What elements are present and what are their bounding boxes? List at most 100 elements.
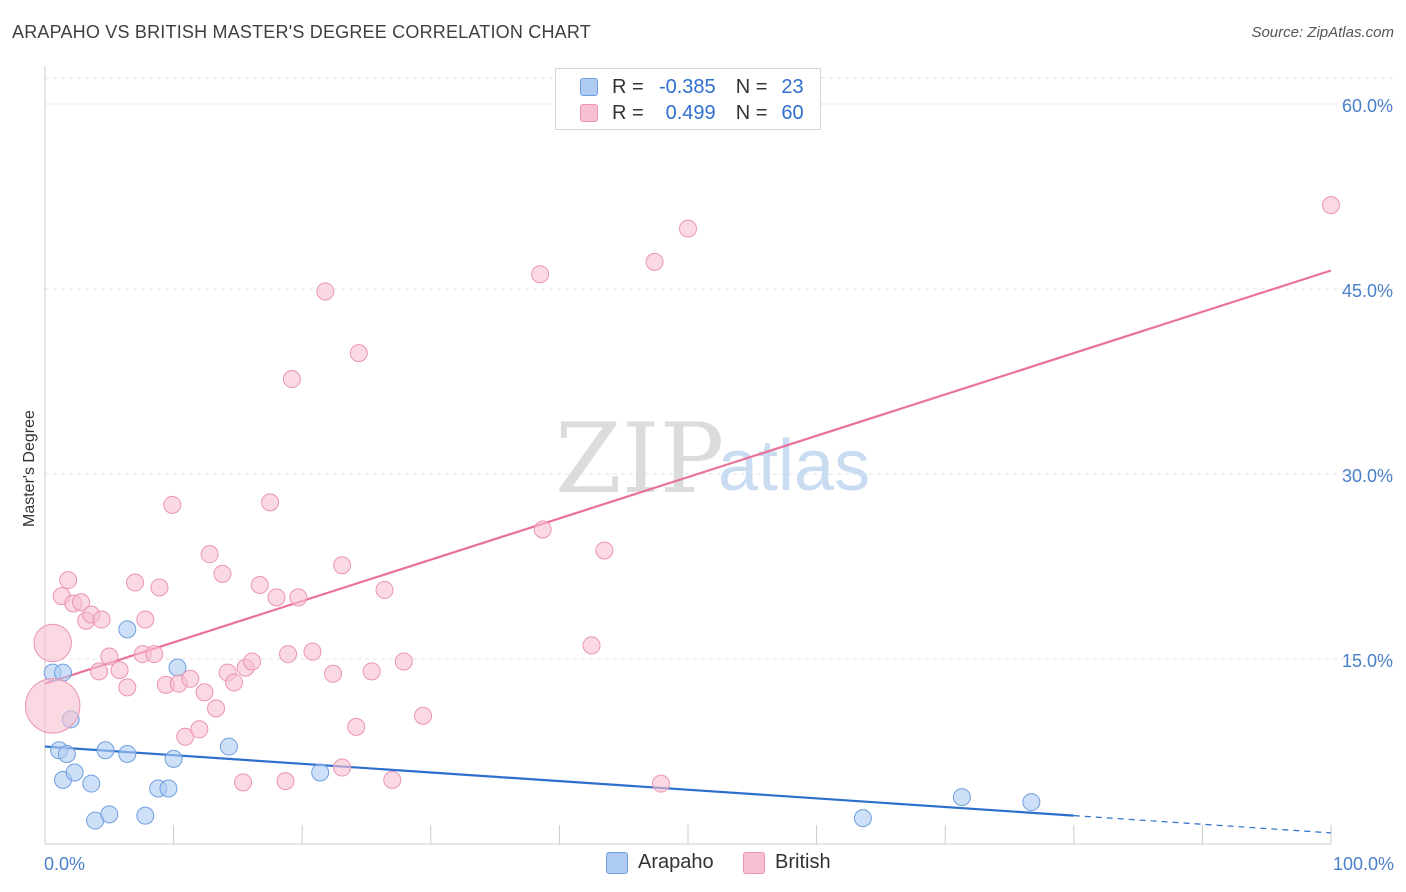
point-british	[414, 706, 433, 725]
point-british	[375, 580, 394, 599]
point-british	[176, 727, 195, 746]
legend-swatch-british	[743, 851, 765, 874]
trend-line-layer	[44, 269, 1332, 834]
legend-r-label: R =	[612, 75, 644, 98]
legend-r-value: 0.499	[665, 101, 716, 124]
point-british	[145, 645, 164, 664]
y-tick-label: 45.0%	[1342, 281, 1393, 301]
point-british	[651, 774, 670, 793]
point-arapaho	[1022, 793, 1041, 812]
point-british	[349, 344, 368, 363]
legend-n-label: N =	[735, 75, 768, 98]
point-british	[243, 652, 262, 671]
point-british	[531, 265, 550, 284]
point-arapaho	[219, 737, 238, 756]
y-tick-label: 60.0%	[1342, 96, 1393, 116]
trend-extension-arapaho	[1073, 815, 1332, 834]
x-tick-label-min: 0.0%	[44, 854, 85, 874]
point-british	[136, 610, 155, 629]
point-british	[207, 699, 226, 718]
point-british	[303, 642, 322, 661]
point-arapaho	[952, 788, 971, 807]
point-british	[582, 636, 601, 655]
point-british	[333, 758, 352, 777]
x-tick-label-max: 100.0%	[1333, 854, 1394, 874]
watermark-zip: ZIP	[555, 403, 724, 515]
point-british	[595, 541, 614, 560]
point-british	[533, 520, 552, 539]
point-arapaho	[57, 744, 76, 763]
point-british	[59, 571, 78, 590]
series-legend: Arapaho British	[0, 851, 1406, 877]
point-british	[190, 720, 209, 739]
point-arapaho	[82, 774, 101, 793]
legend-item-british[interactable]: British	[743, 851, 831, 874]
point-british	[92, 610, 111, 629]
point-british	[250, 576, 269, 594]
point-arapaho	[311, 763, 330, 782]
legend-row-british: R = 0.499 N = 60	[580, 101, 804, 125]
point-british	[282, 370, 301, 389]
point-arapaho	[118, 744, 137, 763]
point-british	[234, 773, 253, 792]
grid-layer	[45, 77, 1395, 660]
point-arapaho	[136, 806, 155, 825]
point-british	[181, 669, 200, 688]
stats-legend: R = -0.385 N = 23 R = 0.499 N = 60	[555, 68, 821, 130]
point-british	[126, 573, 145, 592]
tick-label-layer: 15.0% 30.0% 45.0% 60.0% 0.0% 100.0%	[44, 96, 1394, 874]
source-label: Source: ZipAtlas.com	[1251, 24, 1394, 41]
legend-item-arapaho[interactable]: Arapaho	[606, 851, 714, 874]
legend-n-label: N =	[735, 101, 768, 124]
legend-label-arapaho: Arapaho	[638, 851, 714, 873]
point-british	[394, 652, 413, 671]
point-british	[316, 282, 335, 301]
point-british	[195, 683, 214, 702]
axis-layer	[44, 66, 1332, 845]
point-british	[267, 588, 286, 607]
point-british	[118, 678, 137, 697]
point-british	[100, 647, 119, 666]
legend-n-value: 23	[781, 75, 804, 98]
point-arapaho	[96, 741, 115, 760]
legend-label-british: British	[775, 851, 831, 873]
point-british	[90, 662, 109, 681]
legend-r-label: R =	[612, 101, 644, 124]
y-tick-label: 30.0%	[1342, 466, 1393, 486]
legend-swatch-british	[580, 104, 598, 122]
point-british	[347, 717, 366, 736]
point-arapaho	[100, 805, 119, 824]
point-british	[383, 770, 402, 789]
point-british	[333, 556, 352, 575]
legend-swatch-arapaho	[580, 78, 598, 96]
y-axis-label: Master's Degree	[21, 410, 38, 527]
point-british	[150, 578, 169, 597]
point-arapaho	[853, 809, 872, 828]
point-arapaho	[164, 749, 183, 768]
point-british	[276, 772, 295, 791]
point-british	[110, 661, 129, 680]
point-british	[225, 673, 244, 692]
point-arapaho	[118, 620, 137, 639]
point-british	[72, 593, 91, 612]
point-british	[362, 662, 381, 681]
point-british	[25, 678, 81, 734]
trend-line-british	[44, 269, 1332, 685]
point-british	[33, 623, 72, 663]
point-british	[200, 545, 219, 564]
point-layer	[25, 196, 1340, 830]
point-british	[645, 252, 664, 271]
point-british	[261, 493, 280, 512]
watermark-atlas: atlas	[718, 426, 870, 506]
point-british	[213, 564, 232, 583]
legend-row-arapaho: R = -0.385 N = 23	[580, 75, 804, 99]
point-arapaho	[159, 779, 178, 798]
point-british	[289, 588, 308, 607]
point-british	[163, 495, 182, 514]
legend-r-value: -0.385	[658, 75, 716, 98]
legend-n-value: 60	[781, 101, 804, 124]
chart-title: ARAPAHO VS BRITISH MASTER'S DEGREE CORRE…	[12, 22, 591, 42]
y-tick-label: 15.0%	[1342, 651, 1393, 671]
point-british	[279, 645, 298, 664]
